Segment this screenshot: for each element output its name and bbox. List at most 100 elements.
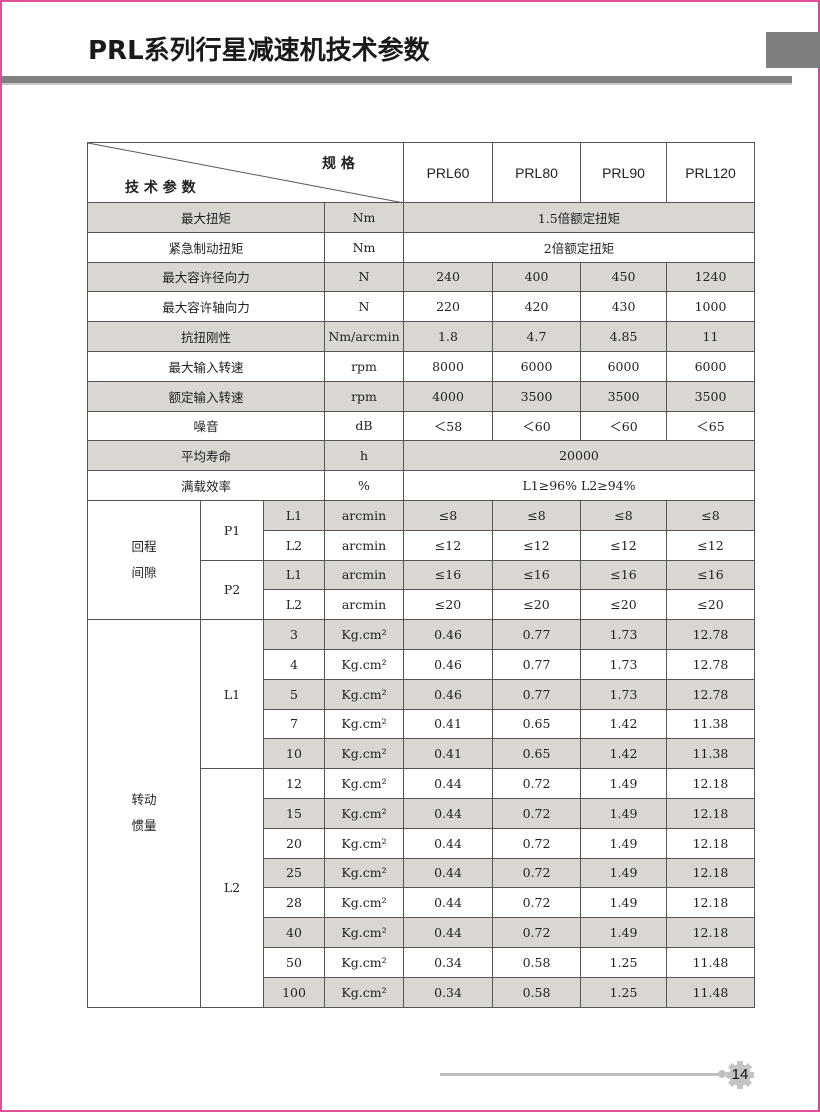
value-cell: 0.58 — [492, 946, 581, 978]
value-cell: 4.85 — [580, 321, 667, 352]
unit-cell: Kg.cm² — [324, 619, 404, 650]
stage-cell: 4 — [263, 648, 325, 680]
param-name-cell: 紧急制动扭矩 — [87, 231, 325, 263]
unit-cell: N — [324, 291, 404, 323]
value-cell: ＜58 — [403, 410, 493, 442]
value-cell: 3500 — [492, 380, 581, 412]
table-row: 20 Kg.cm² 0.44 0.72 1.49 12.18 — [88, 827, 755, 859]
param-name-cell: 噪音 — [87, 410, 325, 442]
unit-cell: Kg.cm² — [324, 857, 404, 889]
value-cell: ≤16 — [580, 559, 667, 591]
value-cell: 1.73 — [580, 678, 667, 710]
value-cell: 1000 — [666, 291, 755, 323]
group-label-line: 间隙 — [131, 565, 157, 581]
table-row: 噪音 dB ＜58 ＜60 ＜60 ＜65 — [87, 410, 755, 442]
value-cell: 1.25 — [580, 976, 667, 1008]
merged-value-cell: 2倍额定扭矩 — [403, 231, 755, 263]
value-cell: 0.41 — [403, 708, 493, 740]
stage-cell: 100 — [263, 976, 325, 1008]
stage-cell: 50 — [263, 946, 325, 978]
param-name-cell: 平均寿命 — [87, 440, 325, 472]
value-cell: 0.65 — [492, 708, 581, 740]
value-cell: 12.78 — [666, 648, 755, 680]
model-header: PRL60 — [403, 142, 493, 203]
value-cell: 12.18 — [666, 797, 755, 829]
stage-cell: 3 — [263, 619, 325, 650]
value-cell: 0.44 — [403, 827, 493, 859]
value-cell: 1.73 — [580, 619, 667, 650]
stage-cell: L1 — [263, 559, 325, 591]
param-name-cell: 抗扭刚性 — [87, 321, 325, 352]
unit-cell: Kg.cm² — [324, 797, 404, 829]
table-row: 抗扭刚性 Nm/arcmin 1.8 4.7 4.85 11 — [87, 321, 755, 352]
merged-value-cell: 1.5倍额定扭矩 — [403, 202, 755, 233]
unit-cell: arcmin — [324, 589, 404, 621]
value-cell: 11.38 — [666, 738, 755, 770]
stage-cell: 10 — [263, 738, 325, 770]
stage-cell: L2 — [263, 589, 325, 621]
value-cell: 0.72 — [492, 917, 581, 948]
value-cell: 0.34 — [403, 976, 493, 1008]
stage-cell: 7 — [263, 708, 325, 740]
header-row: 规 格 技 术 参 数 PRL60 PRL80 PRL90 PRL120 — [87, 142, 755, 203]
unit-cell: Kg.cm² — [324, 648, 404, 680]
value-cell: 12.18 — [666, 857, 755, 889]
value-cell: ≤8 — [492, 499, 581, 531]
stage-cell: 12 — [263, 768, 325, 799]
value-cell: 12.18 — [666, 917, 755, 948]
value-cell: ≤8 — [666, 499, 755, 531]
value-cell: 0.65 — [492, 738, 581, 770]
unit-cell: % — [324, 470, 404, 501]
stage-cell: 15 — [263, 797, 325, 829]
value-cell: 0.77 — [492, 648, 581, 680]
value-cell: 0.46 — [403, 678, 493, 710]
unit-cell: Kg.cm² — [324, 887, 404, 919]
page-number: 14 — [731, 1066, 749, 1083]
value-cell: 1.49 — [580, 768, 667, 799]
value-cell: 1.49 — [580, 797, 667, 829]
table-row: 5 Kg.cm² 0.46 0.77 1.73 12.78 — [88, 678, 755, 710]
value-cell: 220 — [403, 291, 493, 323]
table-row: 100 Kg.cm² 0.34 0.58 1.25 11.48 — [88, 976, 755, 1008]
table-row: 50 Kg.cm² 0.34 0.58 1.25 11.48 — [88, 946, 755, 978]
unit-cell: Kg.cm² — [324, 738, 404, 770]
unit-cell: arcmin — [324, 559, 404, 591]
value-cell: 0.77 — [492, 619, 581, 650]
param-name-cell: 最大容许径向力 — [87, 261, 325, 293]
value-cell: 1.49 — [580, 857, 667, 889]
value-cell: 0.77 — [492, 678, 581, 710]
value-cell: 1.49 — [580, 887, 667, 919]
table-row: 10 Kg.cm² 0.41 0.65 1.42 11.38 — [88, 738, 755, 770]
value-cell: 0.72 — [492, 887, 581, 919]
unit-cell: Nm — [324, 231, 404, 263]
value-cell: 0.44 — [403, 797, 493, 829]
value-cell: ≤16 — [666, 559, 755, 591]
value-cell: 0.72 — [492, 857, 581, 889]
value-cell: ≤16 — [403, 559, 493, 591]
table-row: L2 12 Kg.cm² 0.44 0.72 1.49 12.18 — [88, 768, 755, 1008]
table-row: 40 Kg.cm² 0.44 0.72 1.49 12.18 — [88, 917, 755, 948]
value-cell: 1240 — [666, 261, 755, 293]
value-cell: 12.78 — [666, 619, 755, 650]
subgroup-label-cell: L1 — [200, 619, 264, 770]
value-cell: 1.42 — [580, 738, 667, 770]
merged-value-cell: L1≥96% L2≥94% — [403, 470, 755, 501]
model-header: PRL80 — [492, 142, 581, 203]
table-row: 最大容许轴向力 N 220 420 430 1000 — [87, 291, 755, 323]
value-cell: 6000 — [580, 350, 667, 382]
value-cell: 0.34 — [403, 946, 493, 978]
value-cell: 12.78 — [666, 678, 755, 710]
value-cell: ≤12 — [403, 529, 493, 561]
param-label: 技 术 参 数 — [125, 180, 196, 196]
group-label-line: 转动 — [131, 792, 157, 808]
unit-cell: Kg.cm² — [324, 917, 404, 948]
table-row: 紧急制动扭矩 Nm 2倍额定扭矩 — [87, 231, 755, 263]
unit-cell: Kg.cm² — [324, 827, 404, 859]
group-label-cell: 回程 间隙 — [87, 499, 201, 621]
table-row: 转动 惯量 L1 3 Kg.cm² 0.46 0.77 1.73 12.78 — [87, 619, 755, 1008]
table-row: 满载效率% L1≥96% L2≥94% — [87, 470, 755, 501]
stage-cell: 5 — [263, 678, 325, 710]
value-cell: 420 — [492, 291, 581, 323]
value-cell: 1.49 — [580, 917, 667, 948]
